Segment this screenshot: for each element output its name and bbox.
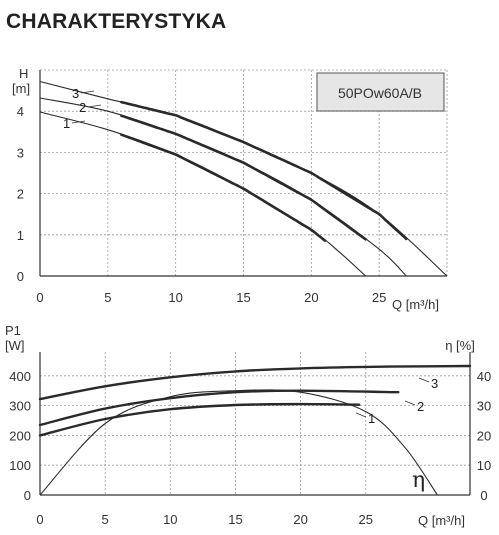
model-label: 50POw60A/B	[338, 85, 422, 101]
y2-tick-label: 40	[477, 369, 491, 384]
y-axis-unit: [m]	[12, 81, 30, 96]
y2-axis-label: η [%]	[445, 338, 475, 353]
y-tick-label: 200	[9, 428, 31, 443]
power-curve-2	[38, 389, 400, 427]
y-tick-label: 0	[17, 269, 24, 284]
x-tick-label: 25	[372, 290, 386, 305]
y2-tick-label: 20	[477, 428, 491, 443]
page-title: CHARAKTERYSTYKA	[6, 10, 227, 33]
x-tick-label: 20	[304, 290, 318, 305]
curve-label-leader	[355, 412, 367, 418]
x-tick-label: 10	[168, 290, 182, 305]
curve-label-leader	[71, 120, 86, 124]
curve-label-leader	[418, 377, 430, 383]
curve-label-leader	[80, 90, 95, 94]
curve-number-label: 3	[431, 376, 438, 391]
x-tick-label: 20	[293, 512, 307, 527]
power-curve-3	[38, 364, 472, 401]
curve-number-label: 1	[63, 116, 70, 131]
curve-number-label: 2	[417, 399, 424, 414]
power-curve-1	[38, 402, 361, 437]
y-axis-label: H	[19, 66, 28, 81]
efficiency-curve-label: η	[412, 468, 425, 493]
x-tick-label: 5	[104, 290, 111, 305]
power-efficiency-chart: 0 5 10 15 20 25 0 100 200 300 400 0 10 20 30 40 P1[W] η […	[5, 323, 491, 528]
model-label-box	[316, 72, 445, 112]
x-tick-label: 0	[36, 512, 43, 527]
x-tick-label: 15	[228, 512, 242, 527]
y-tick-label: 0	[24, 488, 31, 503]
y-axis-unit: [W]	[5, 338, 25, 353]
x-axis-label: Q [m³/h]	[418, 513, 465, 528]
y-tick-label: 1	[17, 228, 24, 243]
y-tick-label: 300	[9, 399, 31, 414]
curve-label-leader	[404, 400, 416, 406]
y-tick-label: 400	[9, 369, 31, 384]
curve-number-label: 1	[368, 411, 375, 426]
y-tick-label: 100	[9, 458, 31, 473]
efficiency-curve	[39, 389, 438, 496]
x-tick-label: 15	[236, 290, 250, 305]
head-curve-operating-range-2	[120, 114, 367, 241]
curve-number-label: 3	[72, 86, 79, 101]
y2-tick-label: 10	[477, 458, 491, 473]
y-axis-label: P1	[5, 323, 21, 338]
y-tick-label: 3	[17, 145, 24, 160]
x-tick-label: 10	[163, 512, 177, 527]
head-curve-operating-range-3	[120, 100, 408, 241]
x-tick-label: 5	[102, 512, 109, 527]
x-tick-label: 0	[36, 290, 43, 305]
x-axis-label: Q [m³/h]	[392, 297, 439, 312]
y2-tick-label: 30	[477, 399, 491, 414]
curve-label-leader	[87, 104, 102, 108]
y-tick-label: 2	[17, 187, 24, 202]
x-tick-label: 25	[359, 512, 373, 527]
y-tick-label: 4	[17, 104, 24, 119]
head-curve-operating-range-1	[120, 133, 327, 242]
curve-number-label: 2	[79, 100, 86, 115]
head-curve-2	[39, 97, 407, 277]
y2-tick-label: 0	[480, 488, 487, 503]
